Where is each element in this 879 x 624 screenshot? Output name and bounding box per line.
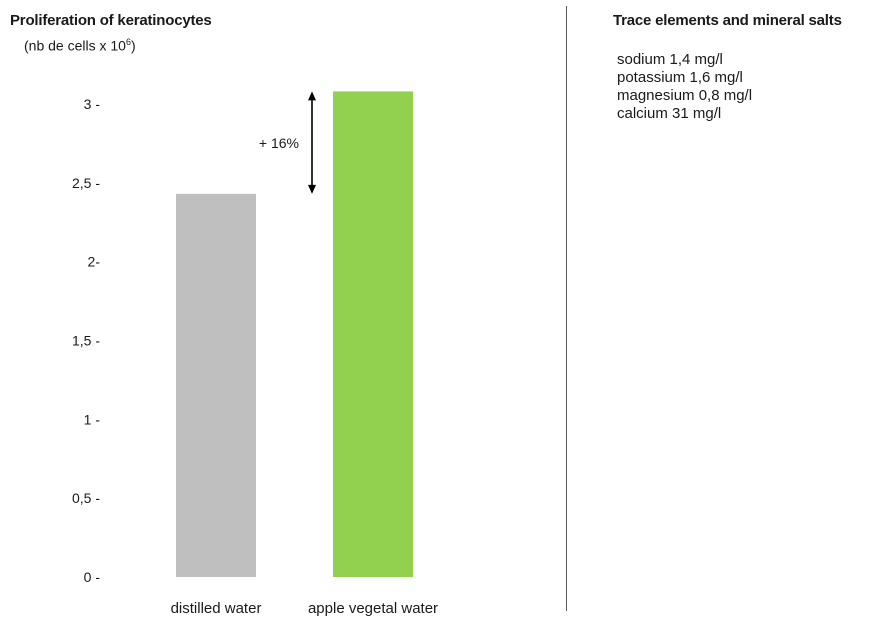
y-tick-label: 1 - [84,411,101,427]
divider [566,6,567,611]
y-tick-label: 0 - [84,569,101,585]
y-tick-label: 2,5 - [72,175,100,191]
y-axis-label-exponent: 6 [125,37,131,47]
x-category-label: distilled water [171,600,262,617]
annotation-arrowhead-up [308,91,316,101]
mineral-list: sodium 1,4 mg/l potassium 1,6 mg/l magnesi… [617,51,752,123]
mineral-item: potassium 1,6 mg/l [617,69,743,86]
y-axis-label: (nb de cells x 106) [24,37,136,54]
y-axis-label-main: (nb de cells x 10 [24,37,126,54]
bar [176,193,256,577]
mineral-item: calcium 31 mg/l [617,105,722,122]
chart-title: Proliferation of keratinocytes [10,12,212,29]
bar-chart: 0 - 0,5 - 1 - 1,5 - 2- 2,5 - 3 - distilled wate… [72,91,438,617]
y-tick-label: 3 - [84,96,101,112]
bar [333,91,413,578]
side-panel-title: Trace elements and mineral salts [613,12,842,29]
y-axis-label-end: ) [130,37,136,54]
annotation-arrowhead-down [308,184,316,194]
y-tick-label: 1,5 - [72,333,100,349]
annotation-label: + 16% [259,135,299,151]
mineral-item: sodium 1,4 mg/l [617,51,723,68]
x-category-label: apple vegetal water [308,600,438,617]
y-tick-label: 2- [88,254,101,270]
mineral-item: magnesium 0,8 mg/l [617,87,753,104]
y-tick-label: 0,5 - [72,490,100,506]
